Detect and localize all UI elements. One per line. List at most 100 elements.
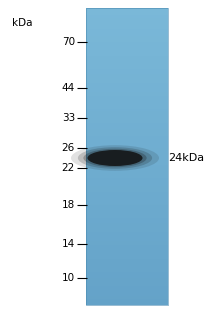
Bar [86, 89, 167, 90]
Bar [86, 114, 167, 115]
Bar [86, 65, 167, 66]
Bar [86, 172, 167, 174]
Bar [86, 259, 167, 260]
Bar [86, 226, 167, 227]
Bar [86, 38, 167, 39]
Bar [86, 63, 167, 65]
Bar [86, 84, 167, 85]
Bar [86, 190, 167, 192]
Ellipse shape [78, 147, 151, 169]
Bar [86, 106, 167, 108]
Bar [86, 51, 167, 53]
Bar [86, 216, 167, 217]
Bar [86, 271, 167, 272]
Bar [86, 300, 167, 302]
Bar [86, 238, 167, 239]
Bar [86, 260, 167, 262]
Bar [86, 242, 167, 244]
Ellipse shape [87, 150, 142, 166]
Bar [86, 139, 167, 141]
Bar [86, 208, 167, 209]
Bar [86, 175, 167, 177]
Bar [86, 284, 167, 285]
Bar [86, 180, 167, 181]
Bar [86, 42, 167, 44]
Bar [86, 174, 167, 175]
Bar [86, 207, 167, 208]
Bar [86, 11, 167, 12]
Bar [86, 256, 167, 257]
Bar [86, 220, 167, 222]
Bar [86, 281, 167, 283]
Bar [86, 8, 167, 305]
Bar [86, 298, 167, 299]
Bar [86, 41, 167, 42]
Bar [86, 93, 167, 95]
Bar [86, 209, 167, 211]
Bar [86, 156, 167, 157]
Text: kDa: kDa [12, 18, 32, 28]
Bar [86, 299, 167, 300]
Bar [86, 90, 167, 92]
Bar [86, 119, 167, 120]
Text: 14: 14 [61, 239, 75, 249]
Text: 24kDa: 24kDa [167, 153, 203, 163]
Bar [86, 141, 167, 142]
Ellipse shape [71, 145, 158, 171]
Bar [86, 20, 167, 22]
Bar [86, 138, 167, 139]
Ellipse shape [83, 149, 146, 167]
Bar [86, 121, 167, 123]
Bar [86, 148, 167, 150]
Bar [86, 181, 167, 183]
Bar [86, 236, 167, 238]
Bar [86, 293, 167, 295]
Bar [86, 142, 167, 144]
Bar [86, 188, 167, 190]
Bar [86, 218, 167, 220]
Bar [86, 129, 167, 130]
Bar [86, 18, 167, 20]
Bar [86, 247, 167, 248]
Bar [86, 217, 167, 218]
Bar [86, 239, 167, 241]
Bar [86, 283, 167, 284]
Bar [86, 168, 167, 169]
Bar [86, 120, 167, 121]
Bar [86, 123, 167, 124]
Text: 18: 18 [61, 200, 75, 210]
Bar [86, 195, 167, 196]
Bar [86, 197, 167, 199]
Bar [86, 253, 167, 254]
Bar [86, 48, 167, 50]
Bar [86, 145, 167, 147]
Bar [86, 289, 167, 290]
Bar [86, 251, 167, 253]
Bar [86, 39, 167, 41]
Bar [86, 45, 167, 47]
Bar [86, 214, 167, 216]
Text: 10: 10 [62, 273, 75, 283]
Bar [86, 269, 167, 271]
Bar [86, 205, 167, 207]
Bar [86, 230, 167, 232]
Bar [86, 100, 167, 102]
Bar [86, 105, 167, 106]
Text: 70: 70 [62, 37, 75, 47]
Bar [86, 265, 167, 266]
Bar [86, 47, 167, 48]
Bar [86, 153, 167, 154]
Bar [86, 292, 167, 293]
Bar [86, 62, 167, 63]
Bar [86, 26, 167, 27]
Bar [86, 183, 167, 184]
Bar [86, 136, 167, 138]
Bar [86, 162, 167, 163]
Bar [86, 302, 167, 304]
Text: 33: 33 [61, 113, 75, 123]
Bar [86, 257, 167, 259]
Bar [86, 9, 167, 11]
Bar [86, 186, 167, 187]
Bar [86, 184, 167, 186]
Bar [86, 192, 167, 193]
